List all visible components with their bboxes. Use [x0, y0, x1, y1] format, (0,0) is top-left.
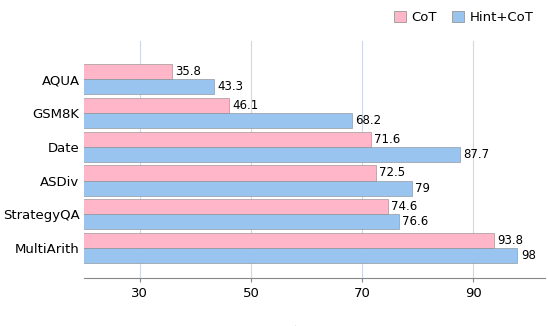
Bar — [0, 248, 517, 263]
Bar — [0, 132, 371, 147]
Bar — [0, 199, 387, 215]
Bar — [0, 64, 172, 79]
Text: 35.8: 35.8 — [175, 65, 201, 78]
Text: 87.7: 87.7 — [464, 148, 490, 161]
Bar — [0, 79, 214, 94]
Text: 93.8: 93.8 — [498, 234, 523, 247]
Bar — [0, 233, 494, 248]
Text: 76.6: 76.6 — [402, 215, 428, 229]
Bar — [0, 181, 412, 196]
Bar — [0, 98, 229, 113]
Bar — [0, 165, 376, 181]
Text: 43.3: 43.3 — [217, 80, 243, 93]
Bar — [0, 215, 398, 230]
Bar — [0, 147, 460, 162]
Text: 74.6: 74.6 — [391, 200, 417, 213]
Text: 68.2: 68.2 — [355, 114, 381, 127]
Text: 46.1: 46.1 — [233, 99, 259, 112]
Text: 98: 98 — [521, 249, 535, 262]
Text: 79: 79 — [415, 182, 430, 195]
Bar — [0, 113, 352, 128]
Text: 72.5: 72.5 — [379, 167, 406, 180]
Text: 71.6: 71.6 — [374, 133, 401, 146]
Legend: CoT, Hint+CoT: CoT, Hint+CoT — [389, 5, 539, 29]
